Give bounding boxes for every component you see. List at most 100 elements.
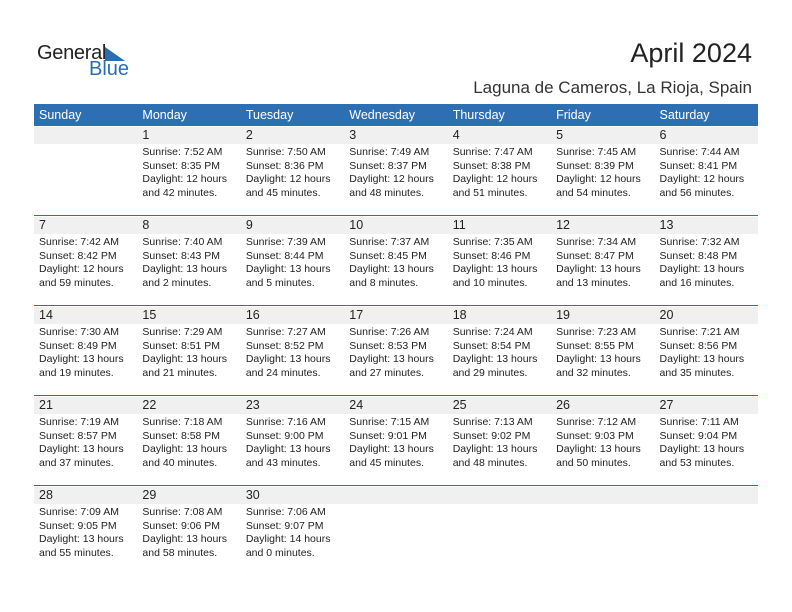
- sunset: Sunset: 8:36 PM: [245, 159, 324, 172]
- day-info: Sunrise: 7:24 AM Sunset: 8:54 PM Daylight:…: [453, 326, 538, 380]
- daylight-minutes: and 48 minutes.: [349, 186, 424, 199]
- sunset: Sunset: 8:54 PM: [452, 339, 531, 352]
- day-number: 4: [452, 128, 460, 142]
- sunrise: Sunrise: 7:15 AM: [349, 416, 430, 428]
- sunset: Sunset: 8:49 PM: [39, 339, 117, 352]
- day-number: 30: [245, 488, 260, 502]
- day-cell: 17 Sunrise: 7:26 AM Sunset: 8:53 PM Dayligh…: [344, 306, 447, 396]
- day-number: 2: [245, 128, 253, 142]
- daylight: Daylight: 13 hours: [39, 353, 124, 365]
- daylight: Daylight: 13 hours: [142, 533, 228, 545]
- sunset: Sunset: 9:03 PM: [556, 429, 634, 442]
- sunset: Sunset: 8:48 PM: [659, 249, 738, 262]
- sunrise: Sunrise: 7:35 AM: [452, 236, 533, 248]
- day-number: 11: [452, 218, 466, 232]
- daylight: Daylight: 12 hours: [349, 173, 434, 185]
- sunset: Sunset: 9:02 PM: [452, 429, 531, 442]
- day-number: 5: [556, 128, 564, 142]
- daylight: Daylight: 12 hours: [556, 173, 641, 185]
- sunrise: Sunrise: 7:47 AM: [452, 146, 533, 158]
- daylight-minutes: and 50 minutes.: [556, 456, 631, 469]
- day-number: 12: [556, 218, 571, 232]
- sunrise: Sunrise: 7:27 AM: [245, 326, 326, 338]
- day-info: Sunrise: 7:19 AM Sunset: 8:57 PM Daylight:…: [39, 416, 124, 470]
- weekday-tuesday: Tuesday: [245, 108, 294, 122]
- daylight-minutes: and 5 minutes.: [245, 276, 315, 289]
- sunrise: Sunrise: 7:45 AM: [556, 146, 637, 158]
- daylight-minutes: and 45 minutes.: [245, 186, 321, 199]
- day-cell: 2 Sunrise: 7:50 AM Sunset: 8:36 PM Daylight…: [241, 126, 344, 216]
- daylight-minutes: and 59 minutes.: [39, 276, 114, 289]
- daylight: Daylight: 13 hours: [452, 353, 538, 365]
- day-cell: 5 Sunrise: 7:45 AM Sunset: 8:39 PM Daylight…: [551, 126, 654, 216]
- sunrise: Sunrise: 7:21 AM: [659, 326, 740, 338]
- daylight: Daylight: 13 hours: [556, 443, 641, 455]
- day-cell: 10 Sunrise: 7:37 AM Sunset: 8:45 PM Dayligh…: [344, 216, 447, 306]
- sunrise: Sunrise: 7:24 AM: [452, 326, 533, 338]
- sunrise: Sunrise: 7:06 AM: [245, 506, 326, 518]
- sunrise: Sunrise: 7:23 AM: [556, 326, 637, 338]
- day-number: 1: [142, 128, 150, 142]
- sunrise: Sunrise: 7:09 AM: [39, 506, 119, 518]
- day-number: 17: [349, 308, 364, 322]
- daylight: Daylight: 13 hours: [659, 443, 745, 455]
- daylight: Daylight: 13 hours: [245, 443, 331, 455]
- sunset: Sunset: 9:05 PM: [39, 519, 117, 532]
- sunrise: Sunrise: 7:29 AM: [142, 326, 223, 338]
- daylight: Daylight: 12 hours: [659, 173, 745, 185]
- day-cell: 30 Sunrise: 7:06 AM Sunset: 9:07 PM Dayligh…: [241, 486, 344, 576]
- sunset: Sunset: 9:04 PM: [659, 429, 738, 442]
- day-number: 15: [142, 308, 157, 322]
- sunset: Sunset: 8:39 PM: [556, 159, 634, 172]
- day-number: 26: [556, 398, 571, 412]
- daylight-minutes: and 54 minutes.: [556, 186, 631, 199]
- day-info: Sunrise: 7:42 AM Sunset: 8:42 PM Daylight:…: [39, 236, 124, 290]
- day-cell: 9 Sunrise: 7:39 AM Sunset: 8:44 PM Daylight…: [241, 216, 344, 306]
- day-info: Sunrise: 7:11 AM Sunset: 9:04 PM Daylight:…: [660, 416, 745, 470]
- daylight-minutes: and 37 minutes.: [39, 456, 114, 469]
- day-info: Sunrise: 7:21 AM Sunset: 8:56 PM Daylight:…: [660, 326, 745, 380]
- daylight: Daylight: 13 hours: [39, 443, 124, 455]
- daylight: Daylight: 14 hours: [245, 533, 331, 545]
- location: Laguna de Cameros, La Rioja, Spain: [473, 78, 752, 97]
- day-info: Sunrise: 7:37 AM Sunset: 8:45 PM Daylight:…: [349, 236, 434, 290]
- logo-word-general: General: [37, 42, 107, 64]
- daylight-minutes: and 24 minutes.: [245, 366, 321, 379]
- sunrise: Sunrise: 7:32 AM: [659, 236, 740, 248]
- weekday-wednesday: Wednesday: [349, 108, 416, 122]
- daylight-minutes: and 29 minutes.: [452, 366, 528, 379]
- sunset: Sunset: 8:37 PM: [349, 159, 427, 172]
- sunrise: Sunrise: 7:08 AM: [142, 506, 223, 518]
- day-cell: 1 Sunrise: 7:52 AM Sunset: 8:35 PM Daylight…: [137, 126, 240, 216]
- day-info: Sunrise: 7:13 AM Sunset: 9:02 PM Daylight:…: [453, 416, 538, 470]
- sunset: Sunset: 8:47 PM: [556, 249, 634, 262]
- sunrise: Sunrise: 7:52 AM: [142, 146, 223, 158]
- daylight-minutes: and 58 minutes.: [142, 546, 218, 559]
- day-number-band: [34, 127, 758, 144]
- day-number: 20: [659, 308, 674, 322]
- day-info: Sunrise: 7:06 AM Sunset: 9:07 PM Daylight:…: [246, 506, 331, 560]
- day-info: Sunrise: 7:39 AM Sunset: 8:44 PM Daylight:…: [246, 236, 331, 290]
- empty-cell: [551, 486, 654, 576]
- daylight: Daylight: 13 hours: [39, 533, 124, 545]
- sunrise: Sunrise: 7:50 AM: [245, 146, 326, 158]
- daylight: Daylight: 13 hours: [245, 353, 331, 365]
- daylight: Daylight: 13 hours: [142, 353, 228, 365]
- daylight-minutes: and 27 minutes.: [349, 366, 424, 379]
- page-title: April 2024: [630, 38, 752, 68]
- day-cell: 24 Sunrise: 7:15 AM Sunset: 9:01 PM Dayligh…: [344, 396, 447, 486]
- sunset: Sunset: 8:35 PM: [142, 159, 221, 172]
- day-cell: 19 Sunrise: 7:23 AM Sunset: 8:55 PM Dayligh…: [551, 306, 654, 396]
- daylight: Daylight: 12 hours: [452, 173, 538, 185]
- daylight-minutes: and 42 minutes.: [142, 186, 218, 199]
- daylight-minutes: and 51 minutes.: [452, 186, 528, 199]
- week-row: 7 Sunrise: 7:42 AM Sunset: 8:42 PM Daylight…: [34, 215, 758, 306]
- sunset: Sunset: 9:00 PM: [245, 429, 324, 442]
- day-cell: 15 Sunrise: 7:29 AM Sunset: 8:51 PM Dayligh…: [137, 306, 240, 396]
- day-cell: 18 Sunrise: 7:24 AM Sunset: 8:54 PM Dayligh…: [448, 306, 551, 396]
- day-cell: 23 Sunrise: 7:16 AM Sunset: 9:00 PM Dayligh…: [241, 396, 344, 486]
- day-number-band: [34, 307, 758, 324]
- sunset: Sunset: 8:44 PM: [245, 249, 324, 262]
- day-info: Sunrise: 7:52 AM Sunset: 8:35 PM Daylight:…: [142, 146, 227, 200]
- daylight-minutes: and 2 minutes.: [142, 276, 212, 289]
